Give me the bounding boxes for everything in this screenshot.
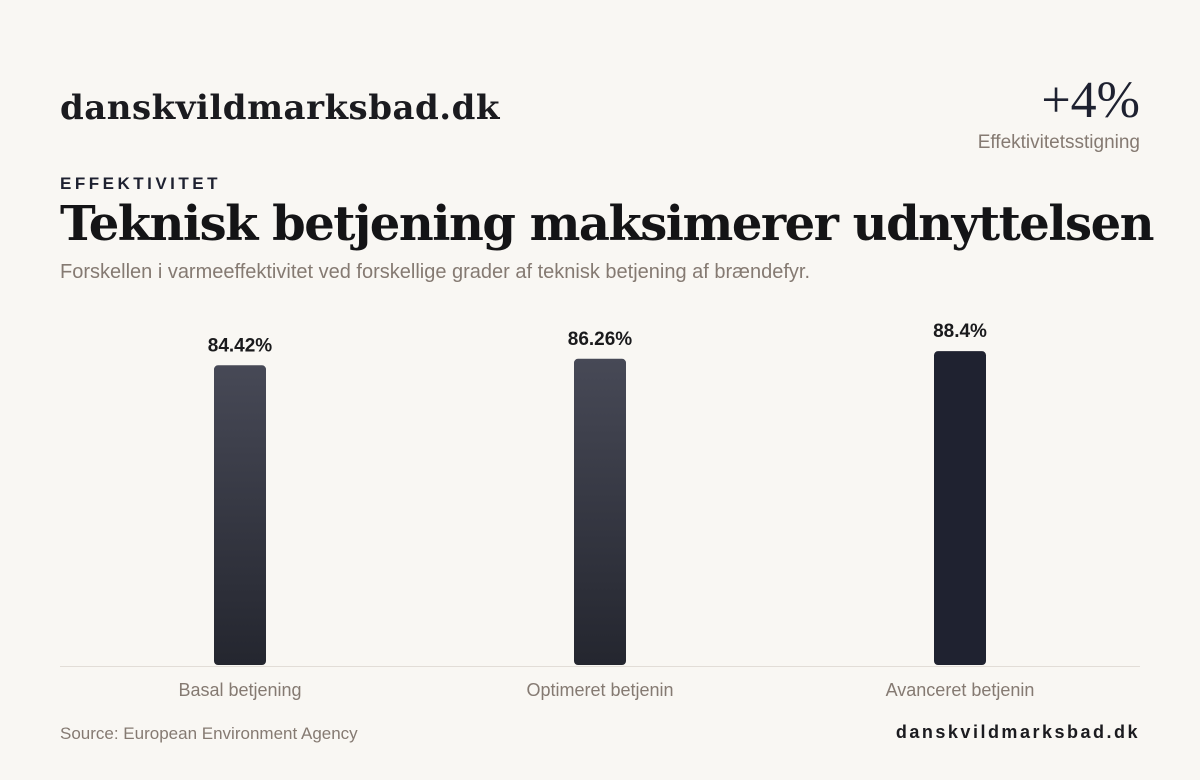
source-note: Source: European Environment Agency: [60, 724, 358, 743]
bar-value-label: 84.42%: [208, 335, 273, 356]
bar-value-label: 86.26%: [568, 329, 633, 350]
category-label: Avanceret betjenin: [886, 680, 1035, 700]
kpi-value: +4%: [1041, 72, 1140, 129]
kpi-label: Effektivitetsstigning: [977, 132, 1140, 153]
chart-subtitle: Forskellen i varmeeffektivitet ved forsk…: [60, 261, 810, 283]
category-label: Optimeret betjenin: [526, 680, 673, 700]
category-label: Basal betjening: [178, 680, 301, 700]
kpi-block: +4% Effektivitetsstigning: [978, 74, 1140, 154]
bar-2: [574, 358, 626, 665]
bar-value-label: 88.4%: [933, 321, 987, 342]
bar-3: [934, 351, 986, 665]
section-eyebrow: EFFEKTIVITET: [60, 174, 221, 193]
chart-title: Teknisk betjening maksimerer udnyttelsen: [60, 196, 1155, 252]
bar-1: [214, 365, 266, 665]
footer-brand: danskvildmarksbad.dk: [895, 722, 1140, 742]
brand-logo-text: danskvildmarksbad.dk: [60, 88, 500, 128]
